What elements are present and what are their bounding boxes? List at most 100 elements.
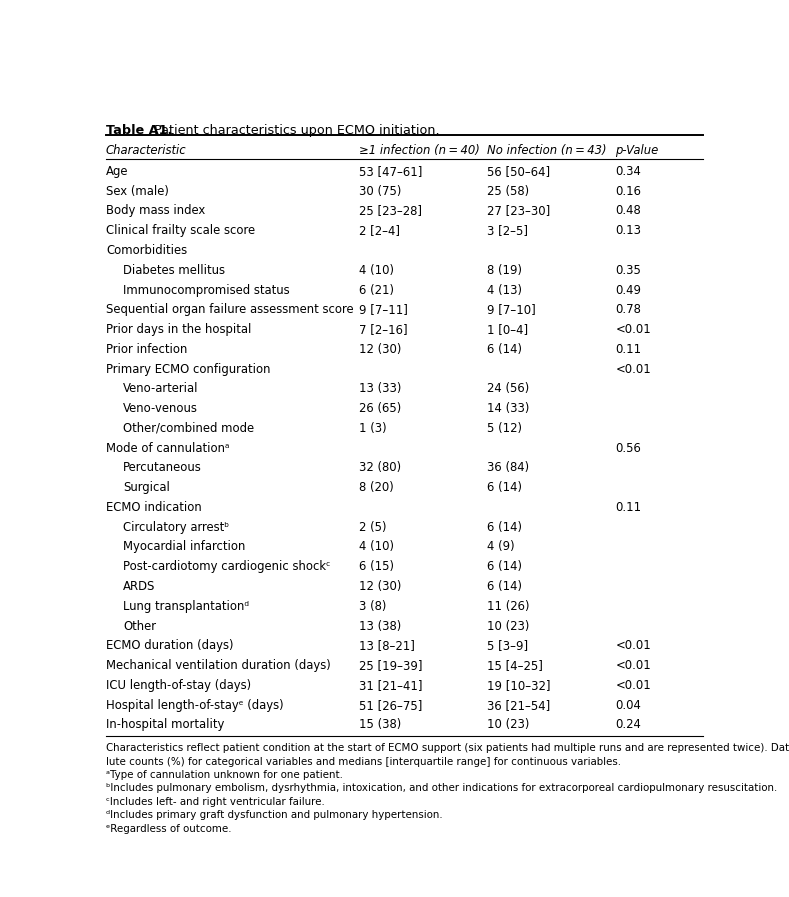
Text: Veno-arterial: Veno-arterial: [123, 382, 199, 396]
Text: ECMO indication: ECMO indication: [106, 501, 202, 514]
Text: ≥1 infection (n = 40): ≥1 infection (n = 40): [358, 144, 479, 157]
Text: 6 (14): 6 (14): [487, 561, 522, 573]
Text: 7 [2–16]: 7 [2–16]: [358, 323, 407, 336]
Text: Sequential organ failure assessment score: Sequential organ failure assessment scor…: [106, 303, 353, 317]
Text: 4 (9): 4 (9): [487, 541, 514, 553]
Text: Clinical frailty scale score: Clinical frailty scale score: [106, 224, 255, 237]
Text: 19 [10–32]: 19 [10–32]: [487, 679, 551, 692]
Text: 51 [26–75]: 51 [26–75]: [358, 699, 422, 711]
Text: 0.11: 0.11: [615, 501, 641, 514]
Text: ᶜIncludes left- and right ventricular failure.: ᶜIncludes left- and right ventricular fa…: [106, 797, 325, 807]
Text: 0.04: 0.04: [615, 699, 641, 711]
Text: Mechanical ventilation duration (days): Mechanical ventilation duration (days): [106, 659, 331, 672]
Text: 10 (23): 10 (23): [487, 620, 529, 632]
Text: 0.35: 0.35: [615, 264, 641, 277]
Text: 24 (56): 24 (56): [487, 382, 529, 396]
Text: Immunocompromised status: Immunocompromised status: [123, 283, 290, 297]
Text: Myocardial infarction: Myocardial infarction: [123, 541, 245, 553]
Text: 27 [23–30]: 27 [23–30]: [487, 205, 550, 217]
Text: 6 (14): 6 (14): [487, 481, 522, 494]
Text: ᵇIncludes pulmonary embolism, dysrhythmia, intoxication, and other indications f: ᵇIncludes pulmonary embolism, dysrhythmi…: [106, 783, 777, 794]
Text: 1 (3): 1 (3): [358, 422, 386, 435]
Text: 9 [7–10]: 9 [7–10]: [487, 303, 536, 317]
Text: 32 (80): 32 (80): [358, 461, 401, 475]
Text: 4 (13): 4 (13): [487, 283, 522, 297]
Text: 0.49: 0.49: [615, 283, 641, 297]
Text: Patient characteristics upon ECMO initiation.: Patient characteristics upon ECMO initia…: [150, 124, 439, 136]
Text: 2 [2–4]: 2 [2–4]: [358, 224, 399, 237]
Text: Mode of cannulationᵃ: Mode of cannulationᵃ: [106, 441, 230, 455]
Text: p-Value: p-Value: [615, 144, 659, 157]
Text: 1 [0–4]: 1 [0–4]: [487, 323, 528, 336]
Text: 36 (84): 36 (84): [487, 461, 529, 475]
Text: 13 [8–21]: 13 [8–21]: [358, 640, 414, 652]
Text: ᵈIncludes primary graft dysfunction and pulmonary hypertension.: ᵈIncludes primary graft dysfunction and …: [106, 810, 443, 821]
Text: Table A1.: Table A1.: [106, 124, 172, 136]
Text: Comorbidities: Comorbidities: [106, 244, 187, 257]
Text: ᵃType of cannulation unknown for one patient.: ᵃType of cannulation unknown for one pat…: [106, 770, 343, 780]
Text: ᵉRegardless of outcome.: ᵉRegardless of outcome.: [106, 823, 231, 834]
Text: 0.48: 0.48: [615, 205, 641, 217]
Text: Primary ECMO configuration: Primary ECMO configuration: [106, 362, 271, 376]
Text: Percutaneous: Percutaneous: [123, 461, 202, 475]
Text: 11 (26): 11 (26): [487, 600, 529, 613]
Text: <0.01: <0.01: [615, 640, 651, 652]
Text: 15 (38): 15 (38): [358, 718, 401, 731]
Text: Prior infection: Prior infection: [106, 343, 187, 356]
Text: 12 (30): 12 (30): [358, 580, 401, 593]
Text: 25 [19–39]: 25 [19–39]: [358, 659, 422, 672]
Text: Sex (male): Sex (male): [106, 185, 169, 197]
Text: Body mass index: Body mass index: [106, 205, 205, 217]
Text: 8 (20): 8 (20): [358, 481, 393, 494]
Text: 0.56: 0.56: [615, 441, 641, 455]
Text: 36 [21–54]: 36 [21–54]: [487, 699, 550, 711]
Text: Other: Other: [123, 620, 156, 632]
Text: <0.01: <0.01: [615, 362, 651, 376]
Text: 3 [2–5]: 3 [2–5]: [487, 224, 528, 237]
Text: 0.24: 0.24: [615, 718, 641, 731]
Text: 0.11: 0.11: [615, 343, 641, 356]
Text: 30 (75): 30 (75): [358, 185, 401, 197]
Text: 6 (14): 6 (14): [487, 580, 522, 593]
Text: 25 [23–28]: 25 [23–28]: [358, 205, 421, 217]
Text: 31 [21–41]: 31 [21–41]: [358, 679, 422, 692]
Text: 6 (15): 6 (15): [358, 561, 394, 573]
Text: Circulatory arrestᵇ: Circulatory arrestᵇ: [123, 521, 230, 534]
Text: ICU length-of-stay (days): ICU length-of-stay (days): [106, 679, 251, 692]
Text: 13 (33): 13 (33): [358, 382, 401, 396]
Text: Characteristics reflect patient condition at the start of ECMO support (six pati: Characteristics reflect patient conditio…: [106, 743, 789, 753]
Text: 6 (14): 6 (14): [487, 521, 522, 534]
Text: 15 [4–25]: 15 [4–25]: [487, 659, 543, 672]
Text: 0.13: 0.13: [615, 224, 641, 237]
Text: Post-cardiotomy cardiogenic shockᶜ: Post-cardiotomy cardiogenic shockᶜ: [123, 561, 331, 573]
Text: 5 [3–9]: 5 [3–9]: [487, 640, 528, 652]
Text: <0.01: <0.01: [615, 659, 651, 672]
Text: 0.78: 0.78: [615, 303, 641, 317]
Text: In-hospital mortality: In-hospital mortality: [106, 718, 224, 731]
Text: lute counts (%) for categorical variables and medians [interquartile range] for : lute counts (%) for categorical variable…: [106, 756, 621, 767]
Text: 26 (65): 26 (65): [358, 402, 401, 415]
Text: 5 (12): 5 (12): [487, 422, 522, 435]
Text: 10 (23): 10 (23): [487, 718, 529, 731]
Text: 53 [47–61]: 53 [47–61]: [358, 165, 422, 178]
Text: ECMO duration (days): ECMO duration (days): [106, 640, 234, 652]
Text: Age: Age: [106, 165, 129, 178]
Text: Surgical: Surgical: [123, 481, 170, 494]
Text: No infection (n = 43): No infection (n = 43): [487, 144, 607, 157]
Text: 6 (21): 6 (21): [358, 283, 394, 297]
Text: <0.01: <0.01: [615, 323, 651, 336]
Text: Prior days in the hospital: Prior days in the hospital: [106, 323, 252, 336]
Text: <0.01: <0.01: [615, 679, 651, 692]
Text: Diabetes mellitus: Diabetes mellitus: [123, 264, 225, 277]
Text: 3 (8): 3 (8): [358, 600, 386, 613]
Text: 6 (14): 6 (14): [487, 343, 522, 356]
Text: 56 [50–64]: 56 [50–64]: [487, 165, 550, 178]
Text: 4 (10): 4 (10): [358, 264, 394, 277]
Text: Veno-venous: Veno-venous: [123, 402, 198, 415]
Text: 25 (58): 25 (58): [487, 185, 529, 197]
Text: 0.34: 0.34: [615, 165, 641, 178]
Text: 2 (5): 2 (5): [358, 521, 386, 534]
Text: ARDS: ARDS: [123, 580, 155, 593]
Text: 13 (38): 13 (38): [358, 620, 401, 632]
Text: Other/combined mode: Other/combined mode: [123, 422, 254, 435]
